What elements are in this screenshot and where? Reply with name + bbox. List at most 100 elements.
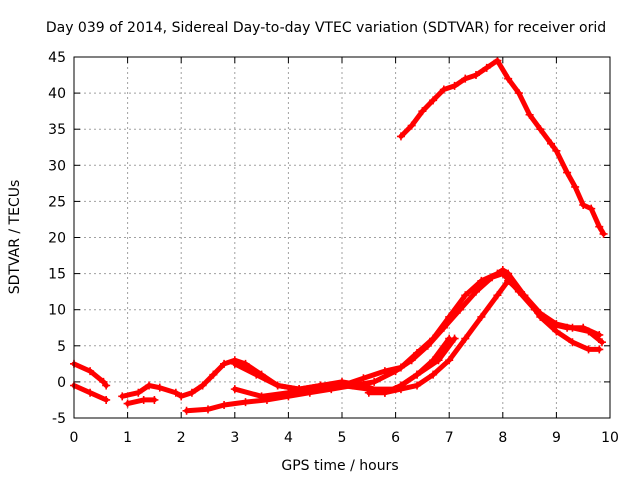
data-point bbox=[597, 338, 606, 347]
data-point bbox=[584, 345, 593, 354]
data-point bbox=[241, 398, 250, 407]
data-point bbox=[514, 89, 523, 98]
series-arc-f bbox=[123, 395, 159, 408]
y-axis-label: SDTVAR / TECUs bbox=[7, 180, 23, 295]
data-point bbox=[477, 312, 486, 321]
data-point bbox=[418, 107, 427, 116]
data-point bbox=[380, 388, 389, 397]
x-tick-label: 1 bbox=[123, 430, 132, 446]
data-point bbox=[445, 356, 454, 365]
x-tick-label: 8 bbox=[498, 430, 507, 446]
x-tick-label: 3 bbox=[230, 430, 239, 446]
series-line bbox=[119, 267, 602, 399]
data-point bbox=[595, 222, 604, 231]
data-point bbox=[145, 381, 154, 390]
data-point bbox=[391, 367, 400, 376]
data-point bbox=[461, 291, 470, 300]
y-tick-label: 25 bbox=[48, 194, 66, 210]
data-point bbox=[407, 356, 416, 365]
data-point bbox=[230, 385, 239, 394]
data-point bbox=[102, 395, 111, 404]
data-point bbox=[439, 323, 448, 332]
data-point bbox=[134, 388, 143, 397]
data-point bbox=[273, 381, 282, 390]
x-tick-label: 0 bbox=[70, 430, 79, 446]
data-point bbox=[552, 327, 561, 336]
data-point bbox=[563, 168, 572, 177]
series-arc-e bbox=[230, 276, 606, 397]
data-point bbox=[177, 392, 186, 401]
data-point bbox=[504, 276, 513, 285]
data-point bbox=[520, 291, 529, 300]
y-tick-label: -5 bbox=[52, 411, 66, 427]
y-tick-label: 0 bbox=[57, 375, 66, 391]
data-point bbox=[445, 334, 454, 343]
data-point bbox=[525, 110, 534, 119]
y-tick-label: 10 bbox=[48, 303, 66, 319]
data-point bbox=[118, 392, 127, 401]
data-point bbox=[571, 182, 580, 191]
y-tick-label: 35 bbox=[48, 122, 66, 138]
data-point bbox=[423, 341, 432, 350]
data-point bbox=[155, 383, 164, 392]
data-point bbox=[429, 96, 438, 105]
x-axis-label: GPS time / hours bbox=[281, 458, 398, 474]
data-point bbox=[396, 132, 405, 141]
data-point bbox=[86, 388, 95, 397]
x-tick-label: 5 bbox=[338, 430, 347, 446]
x-tick-label: 10 bbox=[601, 430, 619, 446]
y-tick-label: 30 bbox=[48, 158, 66, 174]
data-point bbox=[488, 273, 497, 282]
x-tick-label: 4 bbox=[284, 430, 293, 446]
data-point bbox=[536, 309, 545, 318]
data-series bbox=[70, 56, 608, 415]
data-point bbox=[552, 320, 561, 329]
data-point bbox=[102, 381, 111, 390]
data-point bbox=[498, 269, 507, 278]
data-point bbox=[595, 345, 604, 354]
data-point bbox=[359, 374, 368, 383]
plot-frame bbox=[73, 56, 611, 419]
data-point bbox=[338, 381, 346, 390]
data-point bbox=[257, 392, 266, 401]
data-point bbox=[86, 367, 95, 376]
data-point bbox=[370, 377, 379, 386]
series-line bbox=[71, 361, 109, 388]
data-point bbox=[547, 139, 556, 148]
series-arc-h bbox=[364, 334, 454, 397]
data-point bbox=[220, 359, 229, 368]
data-point bbox=[450, 81, 459, 90]
y-tick-label: 40 bbox=[48, 86, 66, 102]
data-point bbox=[220, 401, 229, 410]
data-point bbox=[552, 146, 561, 155]
data-point bbox=[584, 327, 593, 336]
data-point bbox=[284, 388, 293, 397]
data-point bbox=[482, 63, 491, 72]
data-point bbox=[429, 370, 438, 379]
data-point bbox=[230, 359, 239, 368]
data-point bbox=[493, 56, 502, 65]
data-point bbox=[364, 388, 373, 397]
data-point bbox=[461, 74, 470, 83]
data-point bbox=[472, 287, 480, 296]
series-arc-c bbox=[118, 265, 604, 401]
data-point bbox=[504, 74, 513, 83]
data-point bbox=[587, 204, 596, 213]
data-point bbox=[579, 201, 588, 210]
data-point bbox=[429, 356, 438, 365]
data-point bbox=[413, 370, 422, 379]
data-point bbox=[150, 395, 159, 404]
data-point bbox=[472, 71, 480, 80]
y-tick-label: 45 bbox=[48, 50, 66, 66]
data-point bbox=[536, 125, 545, 134]
x-tick-label: 6 bbox=[391, 430, 400, 446]
series-arc-high bbox=[396, 56, 608, 238]
data-point bbox=[455, 305, 464, 314]
x-tick-label: 2 bbox=[177, 430, 186, 446]
data-point bbox=[439, 85, 448, 94]
data-point bbox=[568, 338, 577, 347]
data-point bbox=[407, 121, 416, 130]
x-tick-label: 7 bbox=[445, 430, 454, 446]
